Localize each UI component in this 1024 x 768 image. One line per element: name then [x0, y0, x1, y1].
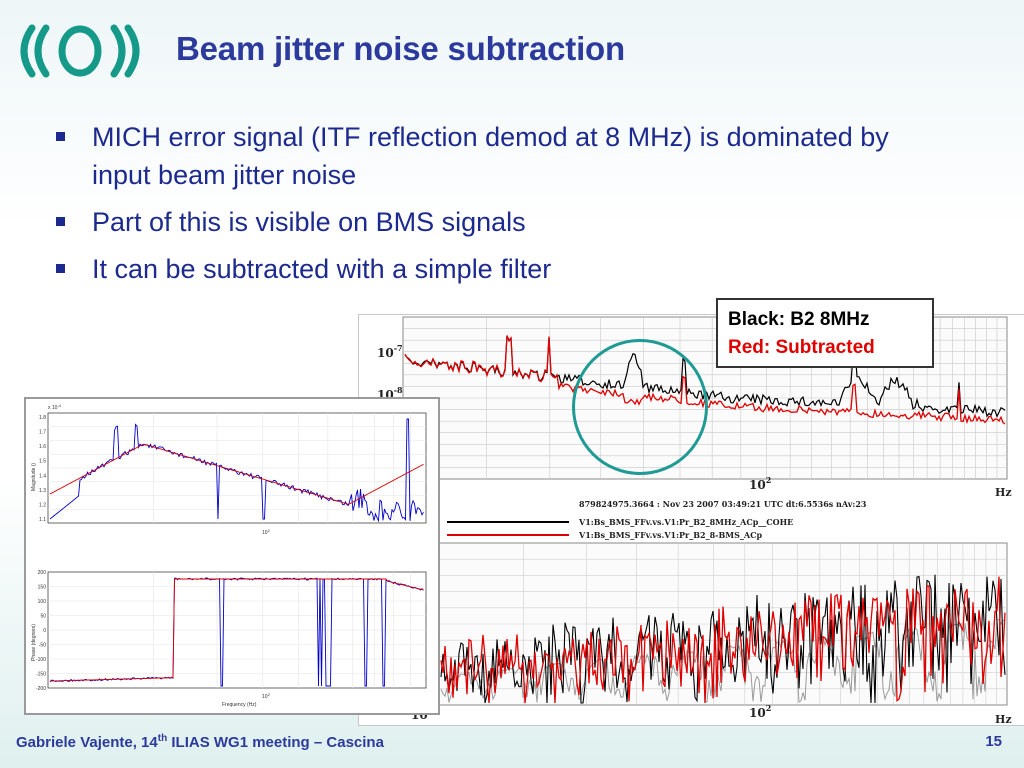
ytick-label: 1.4 [39, 473, 46, 479]
magnitude-exp-label: x 10-4 [48, 403, 62, 411]
bullet-list: MICH error signal (ITF reflection demod … [52, 118, 952, 297]
magnitude-xtick: 102 [262, 528, 271, 536]
footer-author: Gabriele Vajente, 14th ILIAS WG1 meeting… [16, 733, 384, 751]
phase-grid [48, 572, 426, 688]
legend-black-label: Black: B2 8MHz [728, 309, 870, 330]
ytick-label: 1.7 [39, 430, 46, 436]
spectrum-xtick: 102 [749, 475, 771, 492]
spectrum-ytick-1: 10-7 [377, 343, 403, 360]
magnitude-fit-trace [49, 443, 424, 505]
bullet-item: It can be subtracted with a simple filte… [52, 250, 952, 288]
magnitude-grid [48, 413, 426, 523]
phase-ylabel: Phase (degrees) [31, 624, 37, 661]
ytick-label: 1.6 [39, 444, 46, 450]
ytick-label: 50 [40, 614, 46, 620]
bullet-square-icon [56, 264, 65, 273]
spectrum-timestamp: 879824975.3664 : Nov 23 2007 03:49:21 UT… [579, 499, 867, 509]
bullet-square-icon [56, 132, 65, 141]
slide-title: Beam jitter noise subtraction [176, 30, 625, 67]
ytick-label: 1.3 [39, 488, 46, 494]
ytick-label: 0 [43, 628, 46, 634]
ytick-label: -150 [36, 672, 46, 678]
page-number: 15 [985, 733, 1002, 750]
bullet-text: Part of this is visible on BMS signals [92, 207, 526, 237]
coherence-red-trace [440, 576, 1006, 704]
bullet-item: Part of this is visible on BMS signals [52, 203, 952, 241]
ytick-label: 100 [38, 599, 47, 605]
legend-box: Black: B2 8MHz Red: Subtracted [716, 298, 934, 368]
legend-red-label: Red: Subtracted [728, 337, 875, 358]
phase-fit-trace [50, 578, 424, 682]
ytick-label: -100 [36, 657, 46, 663]
trace-2-label: V1:Bs_BMS_FFv.vs.V1:Pr_B2_8-BMS_ACp [578, 530, 762, 540]
magnitude-yticks: 1.8 1.7 1.6 1.5 1.4 1.3 1.2 1.1 [39, 415, 46, 523]
transfer-function-svg: 1.8 1.7 1.6 1.5 1.4 1.3 1.2 1.1 x 10-4 Magnitud… [31, 403, 427, 708]
transfer-function-figure: 1.8 1.7 1.6 1.5 1.4 1.3 1.2 1.1 x 10-4 Magnitud… [24, 397, 440, 715]
spectrum-x-unit: Hz [995, 486, 1012, 499]
ytick-label: 1.2 [39, 502, 46, 508]
phase-xlabel: Frequency (Hz) [222, 702, 257, 708]
magnitude-ylabel: Magnitude () [31, 463, 37, 491]
ytick-label: -200 [36, 686, 46, 692]
bullet-text: MICH error signal (ITF reflection demod … [92, 122, 889, 190]
ytick-label: 200 [38, 570, 47, 576]
ytick-label: 1.1 [39, 517, 46, 523]
ytick-label: -50 [39, 643, 46, 649]
coherence-xtick: 102 [749, 703, 771, 720]
phase-yticks: 200 150 100 50 0 -50 -100 -150 -200 [36, 570, 46, 692]
bullet-square-icon [56, 217, 65, 226]
coherence-x-unit: Hz [995, 713, 1012, 725]
ytick-label: 1.5 [39, 459, 46, 465]
bullet-item: MICH error signal (ITF reflection demod … [52, 118, 952, 194]
phase-xtick: 102 [262, 692, 271, 700]
trace-1-label: V1:Bs_BMS_FFv.vs.V1:Pr_B2_8MHz_ACp__COHE [578, 517, 793, 527]
bullet-text: It can be subtracted with a simple filte… [92, 254, 552, 284]
virgo-wave-logo-icon [20, 24, 140, 78]
coherence-black-trace [440, 574, 1006, 704]
ytick-label: 150 [38, 585, 47, 591]
ytick-label: 1.8 [39, 415, 46, 421]
highlight-circle [572, 339, 708, 475]
